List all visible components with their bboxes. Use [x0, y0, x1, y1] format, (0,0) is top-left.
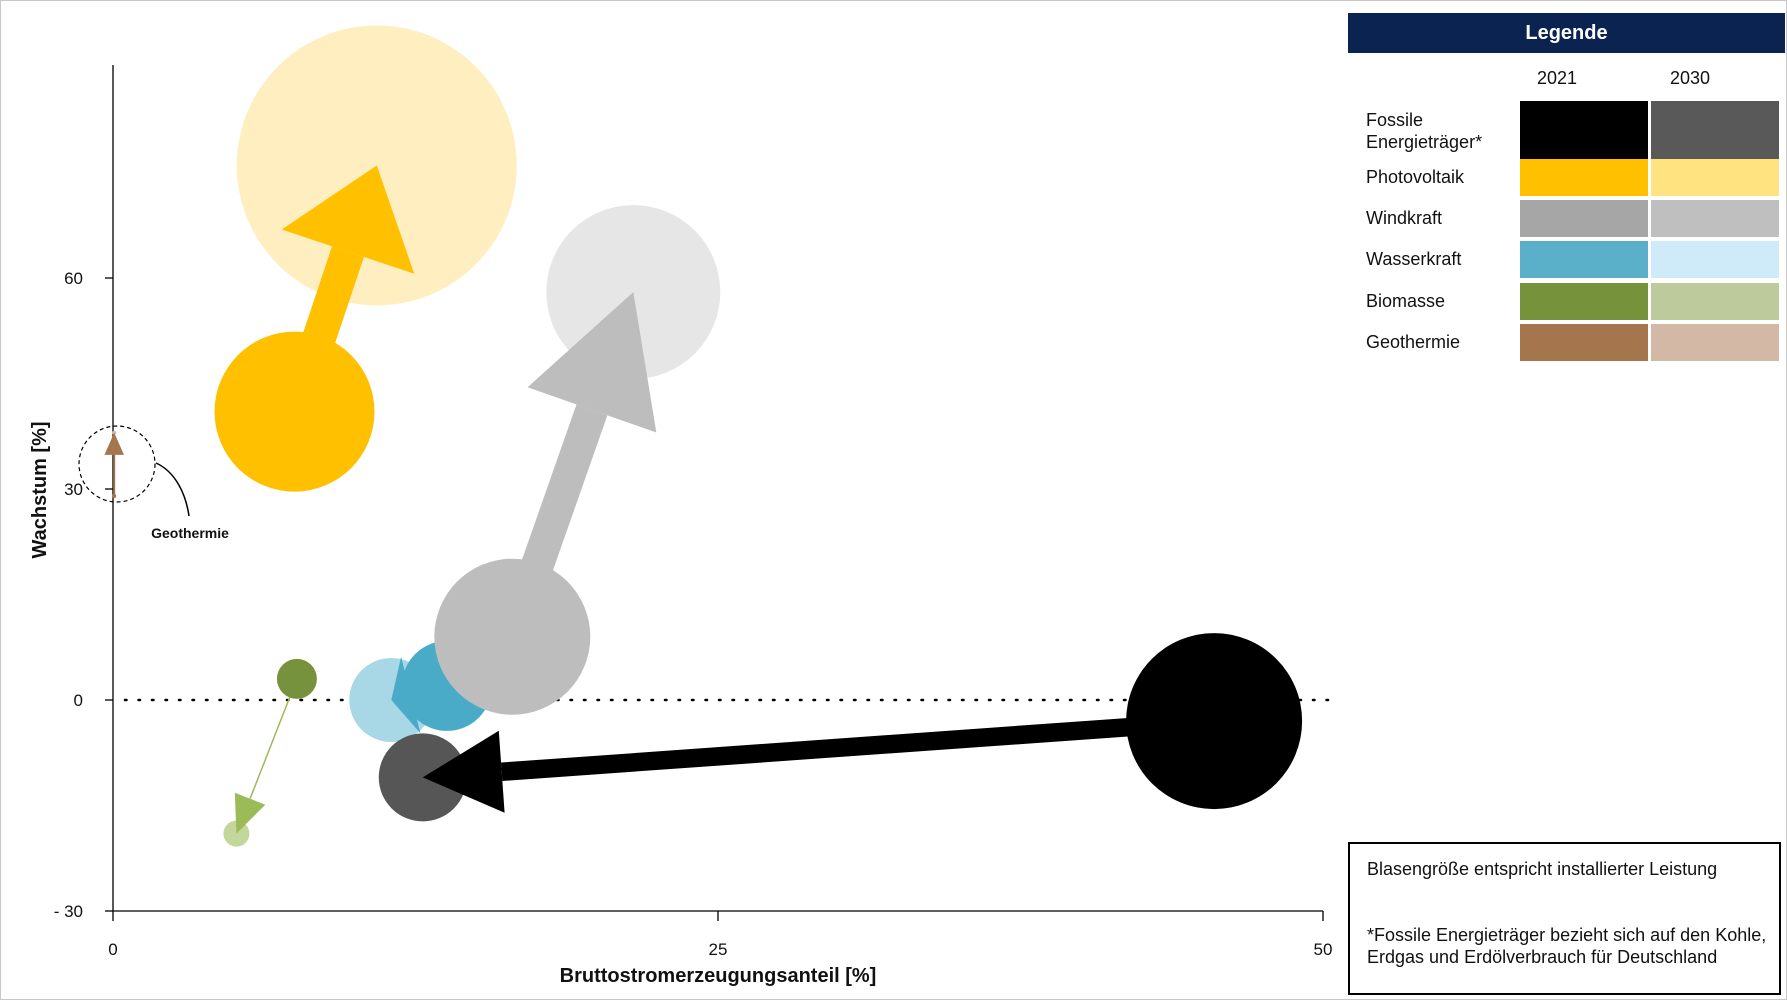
note-box: Blasengröße entspricht installierter Lei…: [1348, 842, 1781, 995]
bubble-size-note: Blasengröße entspricht installierter Lei…: [1367, 859, 1718, 879]
y-axis-label: Wachstum [%]: [29, 421, 51, 558]
legend-swatch-2030: [1651, 283, 1779, 320]
legend-row: Photovoltaik: [1348, 159, 1785, 196]
legend-swatch-2021: [1520, 101, 1648, 159]
bubble-2021: [276, 658, 317, 699]
bubble-2021: [214, 331, 375, 492]
growth-arrow-head: [527, 292, 657, 433]
legend-title: Legende: [1348, 13, 1785, 53]
legend: Legende 2021 2030 Fossile Energieträger*…: [1348, 13, 1785, 361]
growth-arrow-head: [104, 432, 125, 455]
legend-swatch-2030: [1651, 159, 1779, 196]
legend-swatch-2030: [1651, 324, 1779, 361]
x-tick-label: 50: [1314, 940, 1333, 959]
legend-swatch-2021: [1520, 200, 1648, 237]
y-tick-label: - 30: [54, 902, 83, 921]
bubble-chart: - 30 0 30 60 0 25 50 Bruttostromerzeugungsantei…: [29, 25, 1333, 987]
legend-year-2021: 2021: [1537, 68, 1578, 88]
bubble-2021: [434, 558, 591, 715]
legend-swatch-2021: [1520, 283, 1648, 320]
y-tick-label: 0: [74, 691, 83, 710]
legend-year-header: 2021 2030: [1348, 68, 1785, 92]
legend-row: Windkraft: [1348, 200, 1785, 237]
legend-label: Fossile Energieträger*: [1366, 110, 1483, 152]
legend-swatch-2021: [1520, 241, 1648, 278]
growth-arrow-head: [422, 730, 505, 813]
geothermie-callout-line: [155, 462, 190, 517]
legend-swatch-2030: [1651, 200, 1779, 237]
fossil-footnote: *Fossile Energieträger bezieht sich auf …: [1367, 925, 1767, 967]
x-axis-label: Bruttostromerzeugungsanteil [%]: [560, 965, 877, 987]
legend-swatch-2030: [1651, 241, 1779, 278]
geothermie-annotation: Geothermie: [151, 525, 229, 541]
legend-swatch-2030: [1651, 101, 1779, 159]
geothermie-highlight-circle: [78, 425, 156, 503]
legend-label: Windkraft: [1366, 208, 1443, 228]
legend-row: Fossile Energieträger*: [1348, 101, 1785, 159]
growth-arrow-shaft: [501, 711, 1215, 781]
legend-swatch-2021: [1520, 324, 1648, 361]
growth-arrow-shaft: [249, 678, 298, 800]
bubble-2021: [112, 494, 117, 499]
legend-label: Photovoltaik: [1366, 167, 1465, 187]
x-tick-label: 0: [108, 940, 117, 959]
legend-label: Wasserkraft: [1366, 249, 1462, 269]
legend-label: Geothermie: [1366, 332, 1461, 352]
growth-arrow-head: [234, 792, 266, 834]
legend-row: Geothermie: [1348, 324, 1785, 361]
legend-swatch-2021: [1520, 159, 1648, 196]
legend-label: Biomasse: [1366, 291, 1446, 311]
y-tick-label: 30: [64, 480, 83, 499]
growth-arrow-head: [281, 165, 415, 274]
x-tick-label: 25: [709, 940, 728, 959]
legend-year-2030: 2030: [1670, 68, 1711, 88]
bubble-2021: [1126, 633, 1303, 810]
y-tick-label: 60: [64, 269, 83, 288]
bubble-2030: [236, 25, 517, 306]
legend-row: Biomasse: [1348, 283, 1785, 320]
legend-row: Wasserkraft: [1348, 241, 1785, 278]
